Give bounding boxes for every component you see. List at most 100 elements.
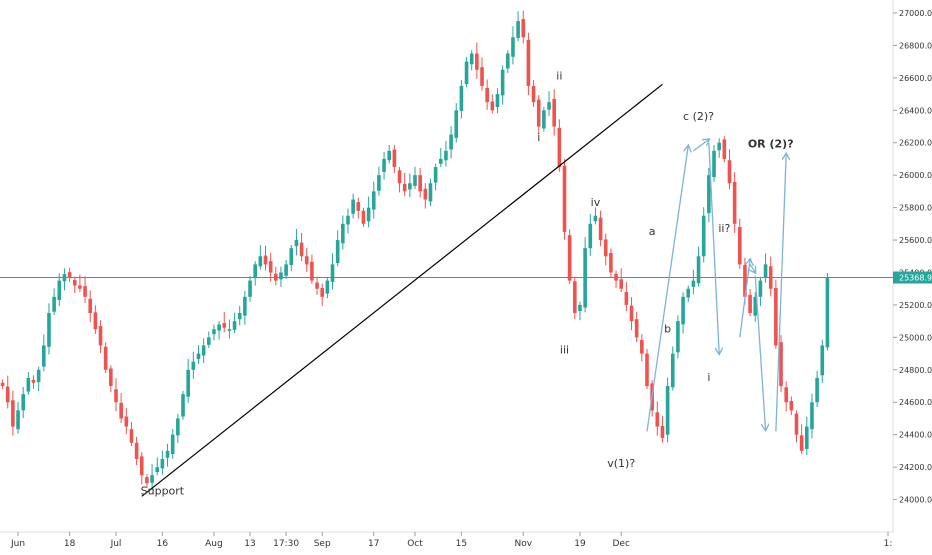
candle-body <box>454 110 459 138</box>
wave-label[interactable]: ii? <box>718 222 730 235</box>
candle-body <box>268 261 273 273</box>
candle-body <box>526 39 531 86</box>
candle-body <box>784 387 788 403</box>
wave-label[interactable]: v(1)? <box>607 457 635 470</box>
candle-body <box>371 191 376 210</box>
candle-body <box>129 429 134 443</box>
wave-label[interactable]: b <box>664 323 671 336</box>
candle-body <box>748 294 752 314</box>
candle-body <box>47 313 51 347</box>
candle-body <box>789 400 794 411</box>
candle-body <box>665 386 670 435</box>
candle-body <box>299 242 304 257</box>
wave-label[interactable]: c (2)? <box>683 110 714 123</box>
candle-body <box>820 345 825 376</box>
price-axis[interactable]: 24000.00 24200.00 24400.00 24600.00 24800.00… <box>893 9 932 505</box>
candle-body <box>810 402 814 430</box>
candle-body <box>243 296 247 316</box>
wave-label[interactable]: ii <box>556 69 562 82</box>
candle-body <box>134 442 139 460</box>
candle-body <box>531 85 536 103</box>
candle-body <box>114 389 118 403</box>
candle-body <box>567 235 572 281</box>
candle-body <box>444 150 448 161</box>
candle-body <box>176 418 180 436</box>
candle-body <box>88 298 93 314</box>
candle-body <box>495 94 500 108</box>
candle-body <box>52 296 56 312</box>
wave-label[interactable]: i <box>707 371 710 384</box>
x-tick-label: 17 <box>368 539 379 549</box>
wave-label[interactable]: iii <box>560 344 569 357</box>
candle-body <box>480 67 484 86</box>
wave-projection-arrow[interactable] <box>750 264 755 272</box>
candle-body <box>670 353 675 388</box>
candle-body <box>408 183 412 190</box>
y-tick-label: 26800.00 <box>899 41 932 50</box>
candle-body <box>98 326 103 346</box>
candle-body <box>72 279 77 286</box>
candle-body <box>67 272 72 278</box>
candle-body <box>428 183 433 202</box>
y-tick-label: 24200.00 <box>899 463 932 472</box>
support-trendline[interactable] <box>141 83 663 497</box>
wave-label[interactable]: a <box>649 225 656 238</box>
candle-body <box>593 215 598 222</box>
candle-body <box>387 150 392 161</box>
candle-body <box>42 345 46 367</box>
wave-projection-arrow[interactable] <box>754 275 765 430</box>
candle-body <box>346 215 350 225</box>
candle-body <box>774 288 778 346</box>
candle-body <box>366 207 371 222</box>
x-tick-label: 1: <box>884 539 893 549</box>
y-tick-label: 24000.00 <box>899 496 932 505</box>
wave-label[interactable]: iv <box>591 196 601 209</box>
wave-projection-arrow[interactable] <box>739 260 750 338</box>
candle-body <box>335 240 340 264</box>
candle-body <box>36 369 41 383</box>
wave-label[interactable]: i <box>537 131 540 144</box>
candle-body <box>181 394 185 417</box>
wave-projection-arrow[interactable] <box>693 139 708 152</box>
candle-body <box>753 296 758 316</box>
candle-body <box>557 127 562 168</box>
candle-body <box>459 85 464 111</box>
candle-body <box>475 53 479 70</box>
candle-body <box>485 87 489 103</box>
time-axis[interactable]: Jun 18 Jul 16 Aug 13 17:30 Sep 17 Oct 15 Nov 19 Dec 1: <box>10 532 892 549</box>
candle-body <box>609 253 613 273</box>
y-tick-label: 25000.00 <box>899 333 932 342</box>
candle-body <box>284 264 288 276</box>
wave-label[interactable]: Support <box>141 485 185 498</box>
wave-projection-arrow[interactable] <box>646 146 688 432</box>
candle-body <box>93 312 98 330</box>
y-tick-label: 26400.00 <box>899 106 932 115</box>
candle-body <box>279 272 283 280</box>
candle-body <box>0 382 5 387</box>
candle-body <box>227 329 232 331</box>
candle-body <box>186 369 190 397</box>
wave-label[interactable]: OR (2)? <box>748 138 794 151</box>
candle-body <box>804 426 809 449</box>
x-tick-label: 15 <box>456 539 467 549</box>
candle-body <box>732 181 737 224</box>
candle-body <box>78 285 82 289</box>
candle-body <box>170 434 175 455</box>
x-tick-label: Aug <box>205 539 223 549</box>
candle-body <box>139 456 144 476</box>
candle-body <box>315 282 319 289</box>
y-tick-label: 26000.00 <box>899 171 932 180</box>
y-tick-label: 25200.00 <box>899 301 932 310</box>
candle-body <box>686 288 691 298</box>
wave-projection-arrow[interactable] <box>708 142 719 354</box>
wave-projection-arrow[interactable] <box>775 154 786 432</box>
candle-body <box>150 475 154 483</box>
y-tick-label: 26600.00 <box>899 74 932 83</box>
candle-body <box>825 277 830 348</box>
candle-body <box>722 139 727 159</box>
candle-body <box>758 280 763 297</box>
